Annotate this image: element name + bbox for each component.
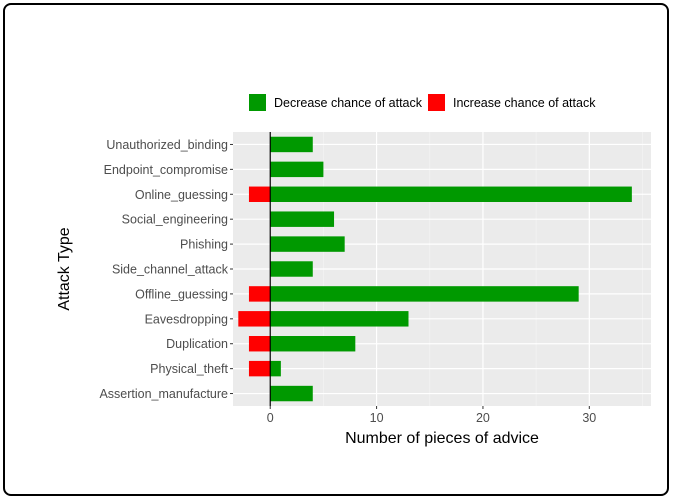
x-tick-label: 10 — [370, 411, 384, 425]
bar-online-guessing — [248, 186, 271, 202]
y-tick-label: Unauthorized_binding — [106, 138, 228, 152]
y-tick-label: Online_guessing — [135, 188, 228, 202]
legend-label: Decrease chance of attack — [274, 96, 423, 110]
x-axis-title: Number of pieces of advice — [345, 430, 539, 447]
y-tick-label: Duplication — [166, 337, 228, 351]
legend-key — [249, 94, 266, 111]
bar-assertion-manufacture — [270, 385, 313, 402]
y-tick-label: Side_channel_attack — [112, 263, 229, 277]
legend-label: Increase chance of attack — [453, 96, 596, 110]
bar-unauthorized-binding — [270, 136, 313, 153]
bars — [238, 136, 632, 402]
legend-key — [428, 94, 445, 111]
bar-physical-theft — [248, 360, 271, 377]
x-tick-label: 0 — [267, 411, 274, 425]
y-tick-label: Physical_theft — [150, 362, 228, 376]
y-tick-label: Eavesdropping — [145, 312, 228, 326]
x-tick-label: 30 — [582, 411, 596, 425]
bar-duplication — [248, 336, 271, 352]
y-tick-label: Offline_guessing — [135, 287, 228, 301]
y-tick-label: Endpoint_compromise — [104, 163, 228, 177]
legend: Decrease chance of attack Increase chance… — [249, 94, 596, 111]
bar-eavesdropping — [270, 311, 409, 327]
y-tick-label: Social_engineering — [122, 213, 228, 227]
bar-phishing — [270, 236, 345, 252]
y-axis-title: Attack Type — [56, 227, 73, 310]
bar-offline-guessing — [248, 286, 271, 302]
y-tick-label: Phishing — [180, 238, 228, 252]
bar-side-channel-attack — [270, 261, 313, 277]
bar-physical-theft — [270, 360, 281, 377]
bar-social-engineering — [270, 211, 335, 227]
x-axis: 0 10 20 30 — [267, 406, 596, 425]
x-tick-label: 20 — [476, 411, 490, 425]
bar-eavesdropping — [238, 311, 271, 327]
y-axis: Unauthorized_binding Endpoint_compromise O… — [99, 138, 233, 401]
bar-offline-guessing — [270, 286, 579, 302]
bar-online-guessing — [270, 186, 632, 202]
bar-duplication — [270, 336, 356, 352]
bar-endpoint-compromise — [270, 161, 324, 178]
y-tick-label: Assertion_manufacture — [99, 387, 228, 401]
